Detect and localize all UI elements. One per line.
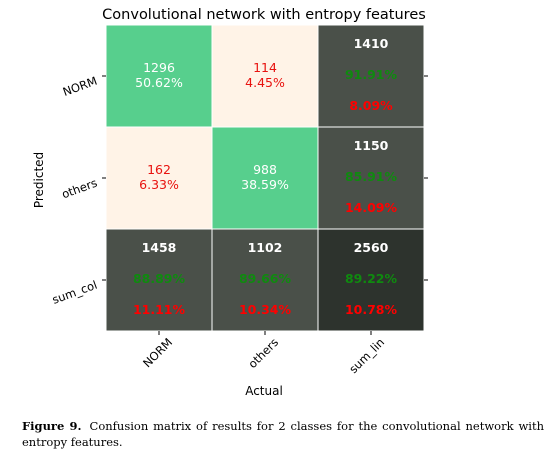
- cell-error-percent: 14.09%: [345, 200, 398, 215]
- y-tick-label: sum_col: [50, 278, 99, 307]
- cell-count: 114: [253, 60, 277, 75]
- cell-error-percent: 10.34%: [239, 302, 292, 317]
- cell-percent: 50.62%: [135, 75, 183, 90]
- cell-count: 2560: [354, 240, 389, 255]
- cell-background: [211, 24, 319, 128]
- cell-accuracy-percent: 89.22%: [345, 271, 398, 286]
- x-tick-label: others: [245, 335, 281, 371]
- cell-percent: 6.33%: [139, 177, 179, 192]
- cell-count: 162: [147, 162, 171, 177]
- matrix-cell: 2560 89.22% 10.78%: [317, 228, 425, 332]
- figure-label: Figure 9.: [22, 419, 82, 433]
- x-axis-label: Actual: [245, 384, 283, 398]
- cell-accuracy-percent: 91.91%: [345, 67, 398, 82]
- cell-background: [105, 126, 213, 230]
- cell-count: 1150: [354, 138, 389, 153]
- x-tick-labels: NORM others sum_lin: [140, 331, 387, 376]
- cell-background: [105, 24, 213, 128]
- cell-percent: 4.45%: [245, 75, 285, 90]
- y-tick-label: others: [60, 176, 99, 202]
- matrix-cell: 1410 91.91% 8.09%: [317, 24, 425, 128]
- cell-count: 988: [253, 162, 277, 177]
- cell-count: 1458: [142, 240, 177, 255]
- y-axis-label: Predicted: [32, 152, 46, 208]
- cell-count: 1102: [248, 240, 283, 255]
- cell-background: [211, 126, 319, 230]
- cell-count: 1296: [143, 60, 175, 75]
- confusion-matrix-chart: Convolutional network with entropy featu…: [32, 7, 428, 398]
- chart-title: Convolutional network with entropy featu…: [102, 7, 426, 23]
- cell-background: [317, 126, 425, 230]
- heatmap-cells: 129650.62%1144.45%141091.91%8.09%1626.33…: [105, 24, 425, 332]
- cell-accuracy-percent: 85.91%: [345, 169, 398, 184]
- x-tick-label: sum_lin: [346, 335, 387, 376]
- matrix-cell: 1102 89.66% 10.34%: [211, 228, 319, 332]
- cell-error-percent: 10.78%: [345, 302, 398, 317]
- cell-count: 1410: [354, 36, 389, 51]
- cell-background: [211, 228, 319, 332]
- y-tick-label: NORM: [61, 74, 99, 99]
- cell-error-percent: 11.11%: [133, 302, 186, 317]
- cell-accuracy-percent: 88.89%: [133, 271, 186, 286]
- figure-caption: Figure 9. Confusion matrix of results for…: [22, 418, 544, 450]
- cell-error-percent: 8.09%: [349, 98, 393, 113]
- x-tick-label: NORM: [140, 335, 175, 370]
- matrix-cell: 1150 85.91% 14.09%: [317, 126, 425, 230]
- matrix-cell: 1458 88.89% 11.11%: [105, 228, 213, 332]
- caption-text: Confusion matrix of results for 2 classe…: [22, 419, 544, 449]
- cell-background: [317, 24, 425, 128]
- cell-accuracy-percent: 89.66%: [239, 271, 292, 286]
- cell-percent: 38.59%: [241, 177, 289, 192]
